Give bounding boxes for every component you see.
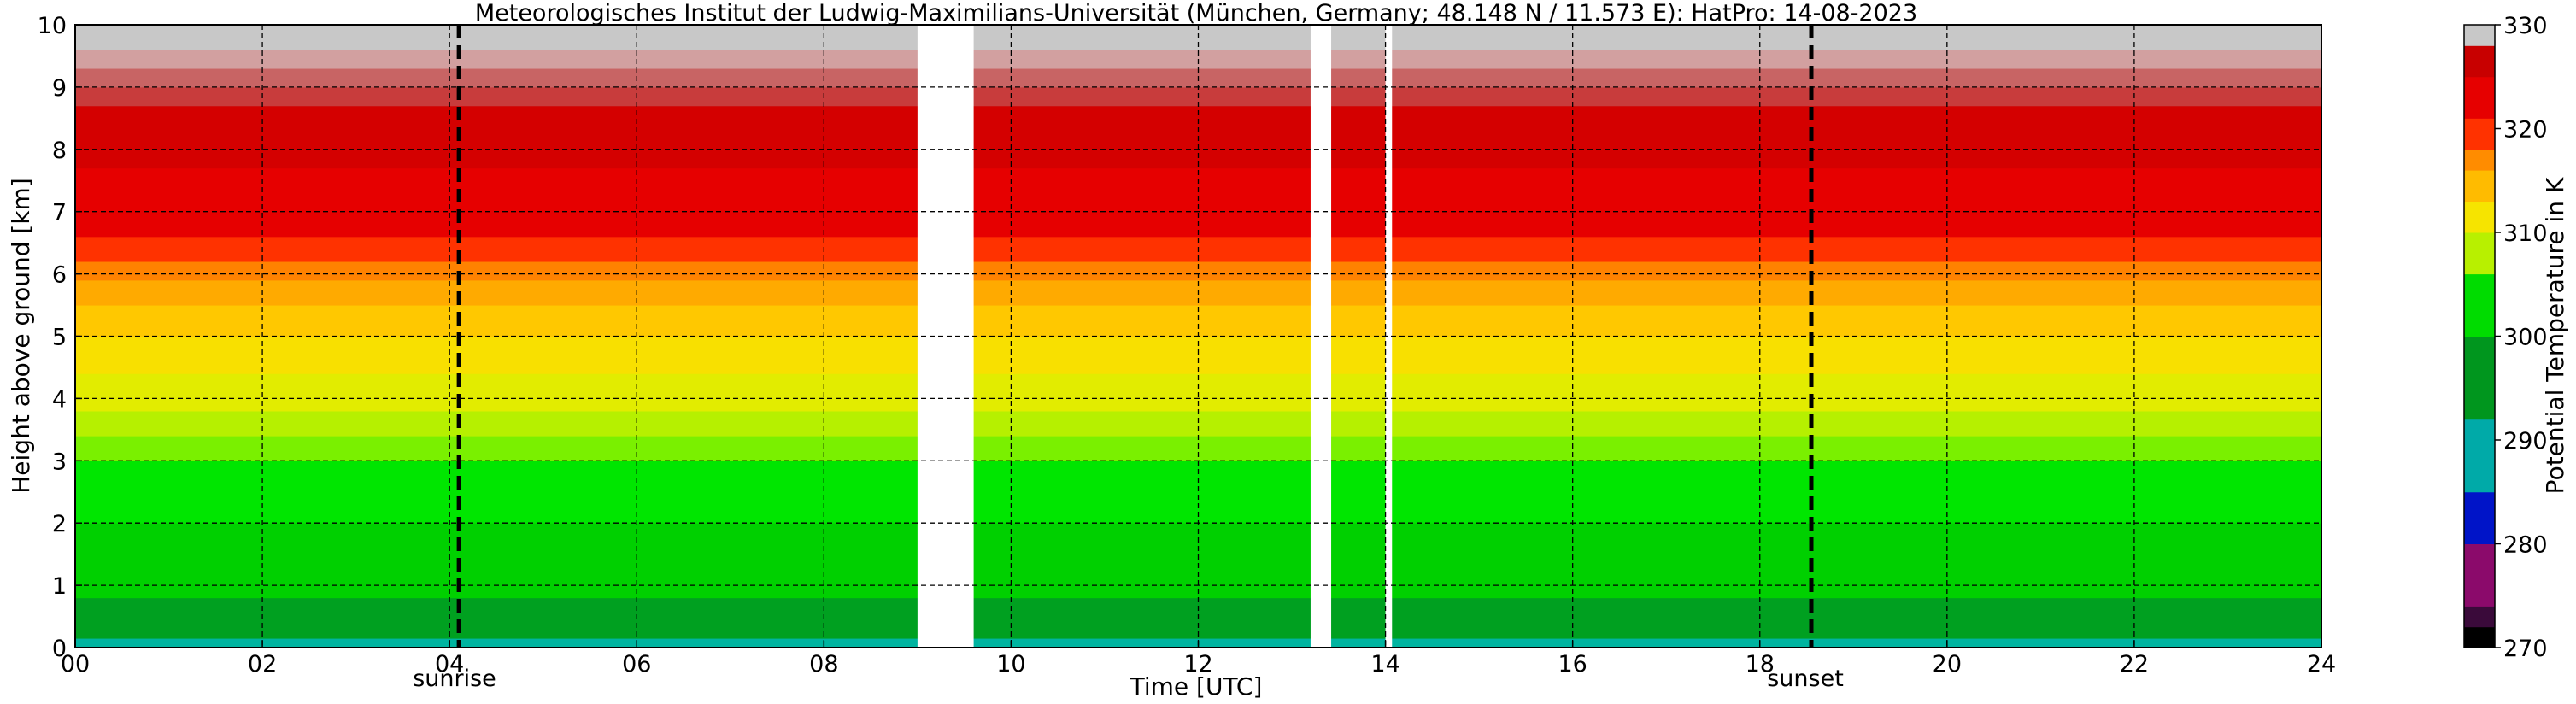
x-tick-label: 14 — [1370, 651, 1399, 678]
x-tick-label: 00 — [61, 651, 90, 678]
x-axis-label: Time [UTC] — [1130, 672, 1263, 701]
x-tick-label: 02 — [248, 651, 277, 678]
colorbar-segment-12 — [2464, 76, 2495, 119]
colorbar-tick-label: 270 — [2503, 636, 2548, 662]
y-tick-label: 10 — [38, 13, 67, 39]
y-tick-label: 2 — [52, 511, 67, 537]
x-tick-label: 18 — [1746, 651, 1775, 678]
colorbar-tick-label: 320 — [2503, 117, 2548, 144]
grid-lines — [75, 25, 2321, 648]
y-tick-label: 8 — [52, 138, 67, 164]
heatmap-band-12 — [75, 167, 2321, 238]
colorbar-segment-2 — [2464, 543, 2495, 607]
x-tick-label: 16 — [1558, 651, 1587, 678]
colorbar-segment-1 — [2464, 606, 2495, 628]
y-tick-label: 0 — [52, 636, 67, 662]
data-gaps — [917, 25, 1393, 648]
sunset-label: sunset — [1767, 666, 1844, 692]
colorbar-segment-7 — [2464, 232, 2495, 275]
x-tick-label: 20 — [1933, 651, 1962, 678]
y-tick-label: 7 — [52, 200, 67, 226]
colorbar-segment-3 — [2464, 491, 2495, 544]
x-tick-label: 04 — [435, 651, 464, 678]
colorbar-segment-9 — [2464, 170, 2495, 202]
heatmap-band-5 — [75, 410, 2321, 437]
x-axis-ticks: 00 02 04 06 08 10 12 14 16 18 20 22 24 — [61, 641, 2336, 678]
colorbar-tick-label: 300 — [2503, 325, 2548, 351]
x-tick-label: 12 — [1183, 651, 1212, 678]
colorbar-tick-label: 290 — [2503, 428, 2548, 455]
y-tick-label: 5 — [52, 325, 67, 351]
y-axis-ticks: 0 1 2 3 4 5 6 7 8 9 10 — [38, 13, 82, 662]
y-axis-label: Height above ground [km] — [7, 178, 35, 494]
chart-title: Meteorologisches Institut der Ludwig-Max… — [475, 0, 1917, 26]
y-tick-label: 6 — [52, 262, 67, 289]
colorbar-segment-11 — [2464, 118, 2495, 150]
x-tick-label: 24 — [2307, 651, 2336, 678]
sunrise-label: sunrise — [413, 666, 496, 692]
y-tick-label: 9 — [52, 75, 67, 102]
heatmap-band-2 — [75, 523, 2321, 599]
colorbar-segment-5 — [2464, 336, 2495, 420]
colorbar-ticks: 270 280 290 300 310 320 330 — [2495, 13, 2548, 662]
data-gap-2 — [1385, 25, 1393, 648]
x-tick-label: 22 — [2120, 651, 2149, 678]
sun-markers — [456, 25, 1814, 648]
colorbar-segment-8 — [2464, 201, 2495, 233]
colorbar-segment-4 — [2464, 419, 2495, 493]
colorbar-label: Potential Temperature in K — [2541, 177, 2569, 494]
y-tick-label: 1 — [52, 573, 67, 600]
colorbar-tick-label: 280 — [2503, 532, 2548, 559]
colorbar-tick-label: 330 — [2503, 13, 2548, 39]
x-tick-label: 08 — [809, 651, 838, 678]
y-tick-label: 3 — [52, 449, 67, 475]
x-tick-label: 06 — [622, 651, 651, 678]
y-tick-label: 4 — [52, 386, 67, 413]
x-tick-label: 10 — [996, 651, 1025, 678]
colorbar-segment-13 — [2464, 45, 2495, 78]
data-gap-1 — [1310, 25, 1332, 648]
colorbar — [2464, 25, 2495, 648]
colorbar-segment-14 — [2464, 25, 2495, 46]
colorbar-segment-6 — [2464, 273, 2495, 337]
colorbar-segment-0 — [2464, 626, 2495, 648]
colorbar-tick-label: 310 — [2503, 220, 2548, 247]
colorbar-segment-10 — [2464, 149, 2495, 171]
